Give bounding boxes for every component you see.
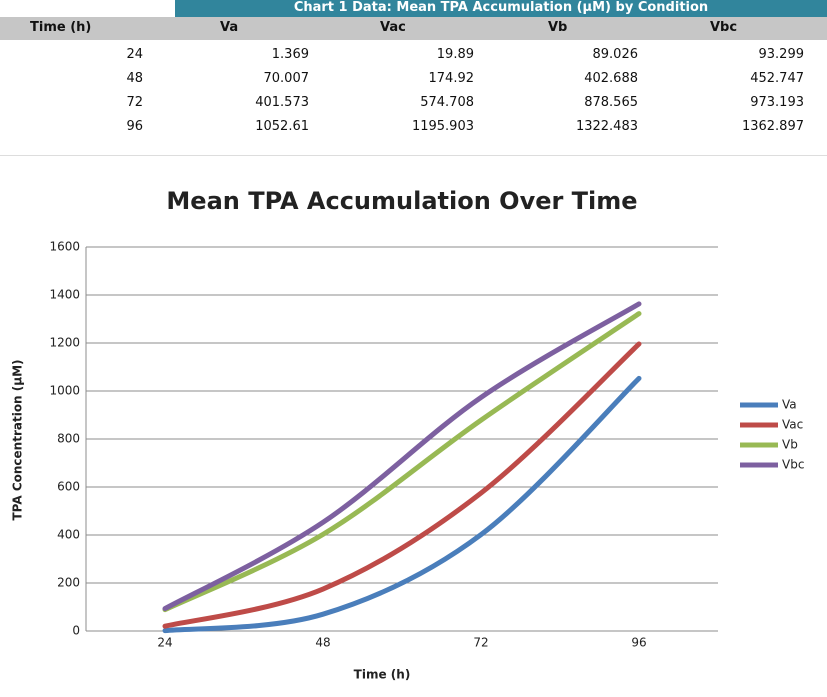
y-tick-label: 1400 bbox=[49, 288, 80, 302]
series-line bbox=[162, 341, 642, 629]
table-cell: 24 bbox=[126, 47, 143, 62]
table-cell: 402.688 bbox=[584, 71, 638, 86]
y-tick-label: 1000 bbox=[49, 384, 80, 398]
table-cell: 48 bbox=[126, 71, 143, 86]
x-tick-label: 72 bbox=[473, 636, 488, 650]
table-cell: 452.747 bbox=[750, 71, 804, 86]
table-cell: 89.026 bbox=[592, 47, 639, 62]
column-header: Time (h) bbox=[30, 20, 92, 35]
table-cell: 19.89 bbox=[436, 47, 474, 62]
x-tick-label: 96 bbox=[631, 636, 646, 650]
table-cell: 401.573 bbox=[255, 95, 309, 110]
x-axis-label: Time (h) bbox=[354, 668, 411, 682]
x-tick-label: 48 bbox=[315, 636, 330, 650]
table-cell: 1322.483 bbox=[575, 119, 638, 134]
separator bbox=[0, 155, 827, 156]
y-tick-label: 400 bbox=[57, 528, 80, 542]
legend-label: Vac bbox=[782, 418, 803, 432]
table-cell: 70.007 bbox=[263, 71, 310, 86]
table-cell: 973.193 bbox=[750, 95, 804, 110]
legend-label: Vb bbox=[782, 438, 798, 452]
table-cell: 1195.903 bbox=[411, 119, 474, 134]
legend-label: Va bbox=[782, 398, 797, 412]
table-cell: 1.369 bbox=[271, 47, 309, 62]
table-cell: 174.92 bbox=[428, 71, 475, 86]
chart-title: Mean TPA Accumulation Over Time bbox=[166, 187, 637, 215]
y-axis-label: TPA Concentration (µM) bbox=[11, 359, 25, 520]
series-line bbox=[162, 375, 642, 634]
legend-label: Vbc bbox=[782, 458, 804, 472]
y-tick-label: 600 bbox=[57, 480, 80, 494]
table-cell: 72 bbox=[126, 95, 143, 110]
table-title: Chart 1 Data: Mean TPA Accumulation (µM)… bbox=[175, 0, 827, 17]
column-header: Vbc bbox=[710, 20, 738, 35]
header-row bbox=[0, 17, 827, 40]
column-header: Vac bbox=[380, 20, 406, 35]
column-header: Vb bbox=[548, 20, 568, 35]
table-cell: 574.708 bbox=[420, 95, 474, 110]
table-cell: 1052.61 bbox=[255, 119, 309, 134]
y-tick-label: 1600 bbox=[49, 240, 80, 254]
table-cell: 1362.897 bbox=[741, 119, 804, 134]
table-cell: 878.565 bbox=[584, 95, 638, 110]
series-line bbox=[162, 301, 642, 612]
y-tick-label: 200 bbox=[57, 576, 80, 590]
column-header: Va bbox=[220, 20, 239, 35]
y-tick-label: 1200 bbox=[49, 336, 80, 350]
x-tick-label: 24 bbox=[157, 636, 172, 650]
series-line bbox=[162, 311, 642, 613]
y-tick-label: 800 bbox=[57, 432, 80, 446]
y-tick-label: 0 bbox=[72, 624, 80, 638]
table-cell: 96 bbox=[126, 119, 143, 134]
table-cell: 93.299 bbox=[758, 47, 805, 62]
